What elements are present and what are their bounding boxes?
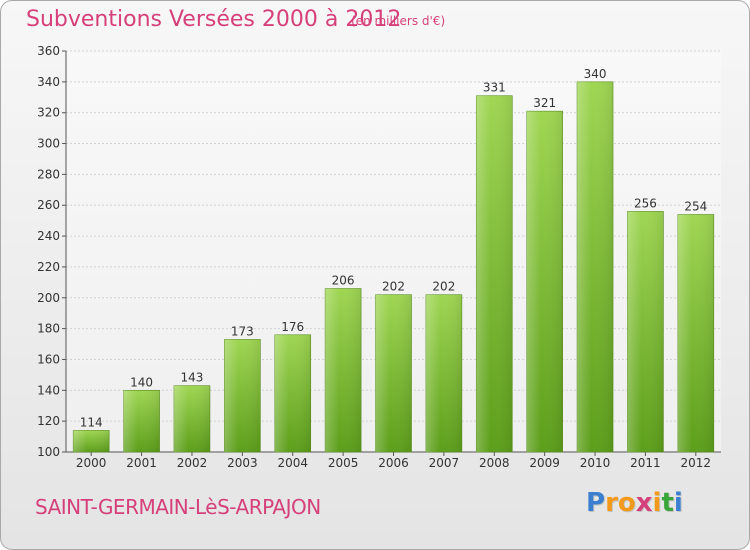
x-tick-label: 2012 bbox=[681, 456, 712, 470]
bar-shine bbox=[274, 334, 311, 452]
x-tick-label: 2004 bbox=[277, 456, 308, 470]
y-tick-label: 140 bbox=[37, 383, 60, 397]
data-label: 140 bbox=[130, 375, 153, 389]
logo-letter: P bbox=[586, 488, 606, 518]
bar-shine bbox=[173, 385, 210, 452]
bar-shine bbox=[375, 294, 412, 452]
data-label: 143 bbox=[181, 371, 204, 385]
y-tick-label: 200 bbox=[37, 291, 60, 305]
chart-subtitle: (en milliers d'€) bbox=[351, 14, 446, 28]
y-tick-label: 320 bbox=[37, 106, 60, 120]
data-label: 206 bbox=[332, 274, 355, 288]
data-label: 173 bbox=[231, 324, 254, 338]
data-label: 176 bbox=[281, 320, 304, 334]
city-name: SAINT-GERMAIN-LèS-ARPAJON bbox=[35, 495, 321, 519]
x-tick-label: 2008 bbox=[479, 456, 510, 470]
logo-letter: i bbox=[673, 488, 683, 518]
data-label: 340 bbox=[584, 67, 607, 81]
y-tick-label: 220 bbox=[37, 260, 60, 274]
y-tick-label: 120 bbox=[37, 414, 60, 428]
bars bbox=[72, 81, 715, 453]
logo-letter: i bbox=[652, 488, 662, 518]
y-tick-label: 160 bbox=[37, 352, 60, 366]
data-label: 202 bbox=[382, 280, 405, 294]
y-tick-label: 340 bbox=[37, 75, 60, 89]
logo-letter: r bbox=[605, 488, 618, 518]
x-tick-label: 2002 bbox=[177, 456, 208, 470]
x-tick-label: 2006 bbox=[378, 456, 409, 470]
bar-shine bbox=[677, 214, 714, 452]
bar-shine bbox=[224, 339, 261, 452]
bar-shine bbox=[577, 81, 614, 452]
labels: 100 120 140 160 180 200 220 240 260 280 300 320 340 3… bbox=[37, 44, 711, 470]
x-tick-label: 2010 bbox=[580, 456, 611, 470]
bar-shine bbox=[325, 288, 362, 452]
proxiti-logo[interactable]: Proxiti bbox=[586, 488, 683, 518]
data-label: 256 bbox=[634, 196, 657, 210]
y-tick-label: 100 bbox=[37, 445, 60, 459]
bar-shine bbox=[73, 430, 110, 452]
data-label: 254 bbox=[684, 199, 707, 213]
data-label: 202 bbox=[432, 280, 455, 294]
bar-shine bbox=[627, 211, 664, 452]
bar-shine bbox=[476, 95, 513, 452]
x-tick-label: 2005 bbox=[328, 456, 359, 470]
x-tick-label: 2009 bbox=[529, 456, 560, 470]
bar-shine bbox=[123, 390, 160, 452]
y-tick-label: 260 bbox=[37, 198, 60, 212]
y-tick-label: 280 bbox=[37, 167, 60, 181]
logo-letter: t bbox=[661, 488, 674, 518]
x-tick-label: 2011 bbox=[630, 456, 661, 470]
logo-letter: x bbox=[635, 488, 653, 518]
logo-letter: o bbox=[617, 488, 636, 518]
bar-shine bbox=[425, 294, 462, 452]
x-tick-label: 2003 bbox=[227, 456, 258, 470]
y-tick-label: 300 bbox=[37, 137, 60, 151]
y-tick-label: 240 bbox=[37, 229, 60, 243]
bar-shine bbox=[526, 111, 563, 453]
x-tick-label: 2000 bbox=[76, 456, 107, 470]
y-tick-label: 180 bbox=[37, 322, 60, 336]
chart-title: Subventions Versées 2000 à 2012 bbox=[26, 7, 402, 32]
data-label: 321 bbox=[533, 96, 556, 110]
y-tick-label: 360 bbox=[37, 44, 60, 58]
data-label: 114 bbox=[80, 415, 103, 429]
x-tick-label: 2007 bbox=[429, 456, 460, 470]
x-tick-label: 2001 bbox=[126, 456, 157, 470]
data-label: 331 bbox=[483, 81, 506, 95]
